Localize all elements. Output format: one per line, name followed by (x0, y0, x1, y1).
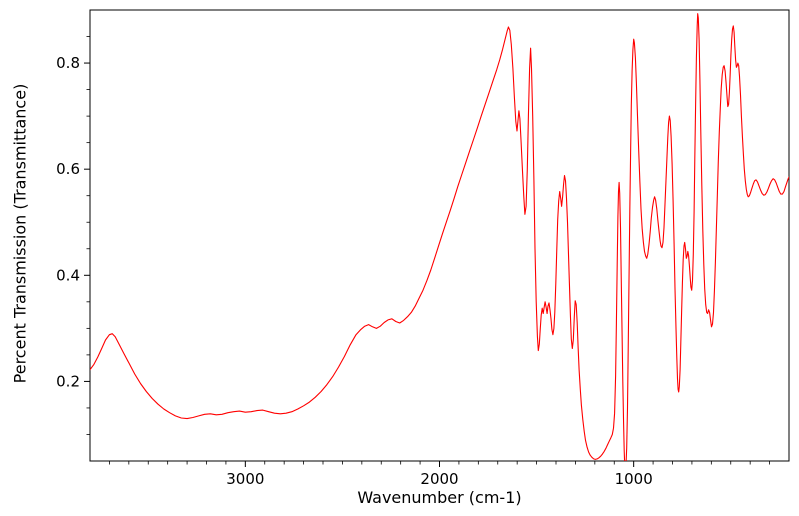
y-axis-label: Percent Transmission (Transmittance) (10, 83, 30, 384)
y-tick-label: 0.4 (56, 266, 80, 284)
x-axis-ticks: 3000 2000 1000 (226, 461, 653, 488)
x-minor-ticks (109, 461, 770, 465)
y-axis-ticks: 0.2 0.4 0.6 0.8 (56, 54, 90, 390)
x-tick-label: 2000 (420, 470, 458, 488)
y-tick-label: 0.8 (56, 54, 80, 72)
y-tick-label: 0.6 (56, 160, 80, 178)
spectrum-line (90, 13, 789, 461)
plot-frame (89, 9, 790, 462)
x-axis-label: Wavenumber (cm-1) (357, 488, 522, 507)
x-tick-label: 3000 (226, 470, 264, 488)
y-tick-label: 0.2 (56, 372, 80, 390)
y-minor-ticks (86, 36, 90, 435)
x-tick-label: 1000 (615, 470, 653, 488)
